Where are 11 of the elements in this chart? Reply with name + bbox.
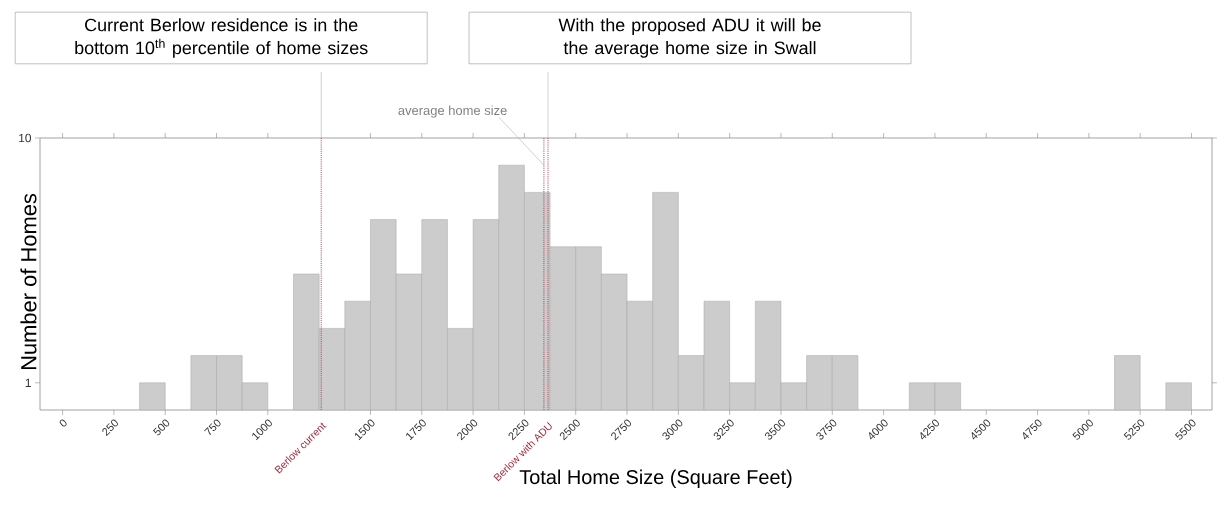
y-tick-label: 1 [25,378,31,387]
y-tick-label: 10 [19,133,32,143]
x-axis-title: Total Home Size (Square Feet) [519,469,792,489]
x-tick-label: 0 [59,419,67,427]
annotation: Current Berlow residence is in the bottom 10$^{th}$ percentile of home sizes [75,18,368,58]
x-tick-label: 250 [102,419,118,437]
ref-line-label: average home size [398,105,507,118]
y-axis-title: Number of Homes [20,193,37,370]
annotation: With the proposed ADU it will be the average home size in Swall [558,18,821,58]
x-tick-label: 750 [204,419,221,436]
x-tick-label: 500 [153,419,170,436]
